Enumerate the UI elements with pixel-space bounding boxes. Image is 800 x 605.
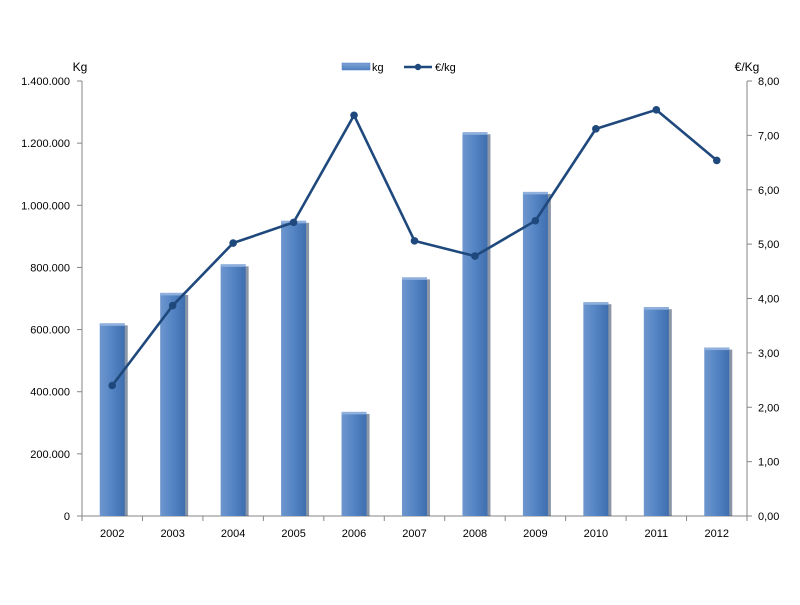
bar [341, 411, 367, 516]
bar-top-highlight [160, 292, 186, 296]
right-tick-label: 0,00 [758, 511, 779, 523]
legend-kg-swatch [341, 62, 371, 71]
bar [160, 292, 186, 516]
axis-labels: 0 200.000 400.000 600.000 800.000 1.000.000 1.… [21, 76, 779, 540]
price-point-2009 [531, 216, 540, 225]
bar-2009 [522, 191, 551, 517]
line-series [108, 106, 721, 390]
bar [583, 302, 609, 516]
x-tick-label: 2010 [584, 528, 608, 540]
legend-price-label: €/kg [435, 62, 456, 74]
legend-price-marker [414, 63, 422, 71]
price-point-2005 [289, 218, 298, 227]
x-tick-label: 2009 [523, 528, 547, 540]
x-tick-label: 2005 [281, 528, 305, 540]
bar [522, 191, 548, 517]
bar-2003 [160, 292, 189, 516]
x-tick-label: 2002 [100, 528, 124, 540]
left-tick-label: 1.200.000 [21, 138, 70, 150]
right-tick-label: 6,00 [758, 185, 779, 197]
price-point-2008 [471, 252, 479, 260]
right-tick-label: 3,00 [758, 348, 779, 360]
left-tick-label: 0 [64, 511, 70, 523]
bar-top-highlight [99, 323, 125, 326]
bar-top-highlight [220, 264, 246, 267]
left-tick-label: 1.400.000 [21, 76, 70, 88]
left-tick-label: 600.000 [30, 325, 70, 337]
price-point-2010 [592, 125, 600, 133]
bar-2007 [402, 277, 430, 516]
left-tick-label: 1.000.000 [21, 200, 70, 212]
left-tick-label: 800.000 [30, 262, 70, 274]
right-tick-label: 4,00 [758, 294, 779, 306]
bar-top-highlight [402, 277, 427, 280]
bar [704, 347, 730, 516]
bar-top-highlight [341, 411, 367, 415]
legend: kg €/kg [341, 62, 456, 74]
price-point-2002 [108, 381, 117, 390]
bar-top-highlight [462, 132, 488, 135]
bar [643, 307, 669, 516]
bar-2008 [462, 132, 491, 516]
bar-series [99, 132, 733, 517]
right-tick-label: 2,00 [758, 402, 779, 414]
bar [402, 277, 427, 516]
bar [462, 132, 488, 516]
right-tick-label: 5,00 [758, 239, 779, 251]
price-point-2007 [410, 237, 419, 245]
x-tick-label: 2006 [342, 528, 366, 540]
bar [99, 323, 125, 516]
bar-2011 [643, 307, 672, 516]
bar-top-highlight [643, 307, 669, 310]
bar-top-highlight [583, 302, 609, 305]
price-point-2011 [652, 106, 661, 114]
bar-2002 [99, 323, 128, 516]
price-point-2003 [168, 301, 177, 310]
legend-kg-label: kg [372, 62, 384, 74]
bar [281, 220, 307, 517]
right-tick-label: 8,00 [758, 76, 779, 88]
bar-2012 [704, 347, 733, 516]
bar-2005 [281, 220, 310, 517]
bar-2006 [341, 411, 370, 516]
bar-2004 [220, 264, 249, 516]
bar-top-highlight [522, 191, 548, 195]
price-point-2006 [350, 111, 358, 120]
right-axis-unit-label: €/Kg [735, 60, 760, 74]
x-tick-label: 2012 [705, 528, 729, 540]
left-tick-label: 200.000 [30, 449, 70, 461]
bar-top-highlight [704, 347, 730, 351]
left-axis-unit-label: Kg [73, 60, 88, 74]
right-tick-label: 1,00 [758, 457, 779, 469]
x-tick-label: 2007 [402, 528, 426, 540]
price-point-2012 [712, 156, 721, 165]
bar [220, 264, 246, 516]
x-tick-label: 2008 [463, 528, 487, 540]
right-tick-label: 7,00 [758, 130, 779, 142]
x-tick-label: 2011 [644, 528, 668, 540]
x-tick-label: 2003 [160, 528, 184, 540]
bar-2010 [583, 302, 612, 516]
left-tick-label: 400.000 [30, 387, 70, 399]
price-point-2004 [229, 239, 237, 247]
x-tick-label: 2004 [221, 528, 245, 540]
